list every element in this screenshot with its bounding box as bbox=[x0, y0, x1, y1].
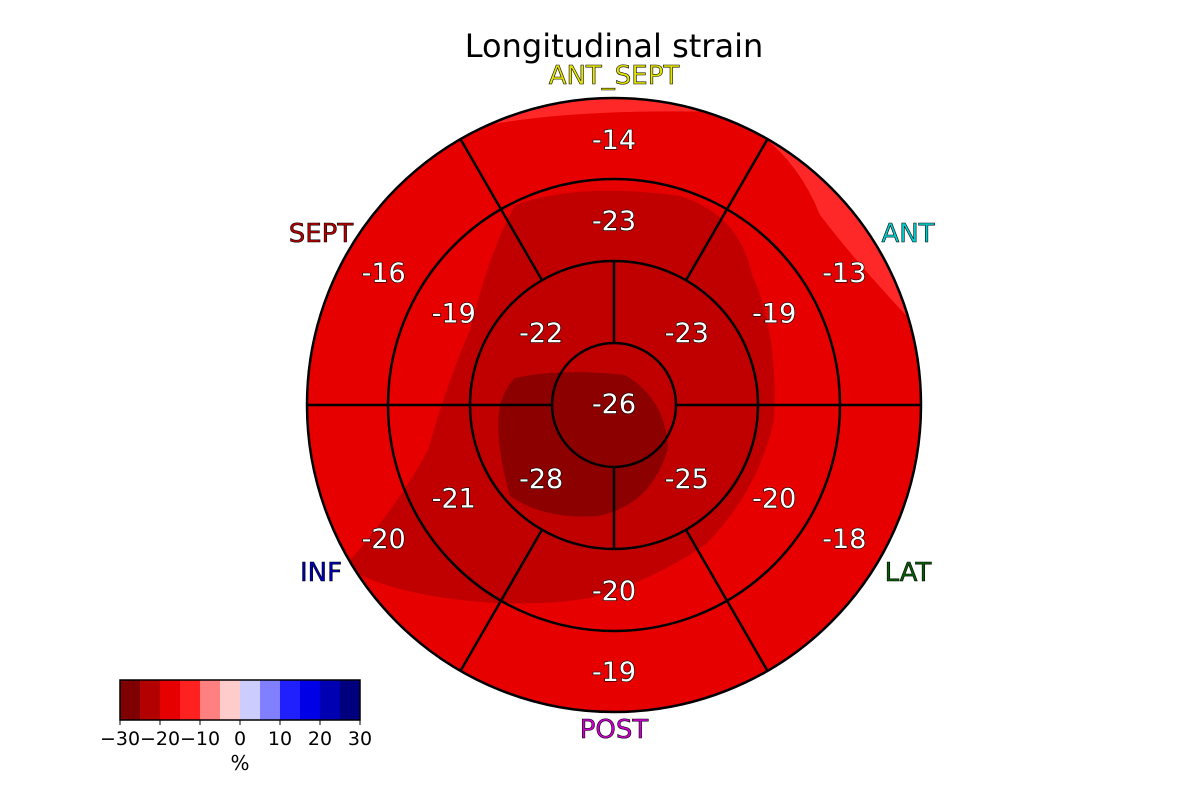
apical-segment-value: -23 bbox=[665, 318, 709, 349]
colorbar-bin bbox=[300, 680, 321, 720]
mid-segment-value: -23 bbox=[592, 206, 636, 237]
colorbar-tick-label: 0 bbox=[234, 728, 246, 750]
apex-value: -26 bbox=[592, 389, 636, 420]
colorbar-bin bbox=[140, 680, 161, 720]
colorbar-bin bbox=[340, 680, 361, 720]
colorbar-bin bbox=[180, 680, 201, 720]
chart-title: Longitudinal strain bbox=[465, 27, 763, 65]
colorbar-tick-label: −10 bbox=[180, 728, 220, 750]
colorbar-bins bbox=[120, 680, 361, 720]
wall-label-post: POST bbox=[580, 715, 649, 745]
spoke-outer-5 bbox=[684, 529, 769, 672]
apical-segment-value: -28 bbox=[519, 464, 563, 495]
wall-labels: ANT_SEPT ANT LAT POST INF SEPT bbox=[288, 61, 935, 746]
wall-label-ant: ANT bbox=[881, 219, 934, 249]
colorbar-tick-label: 30 bbox=[348, 728, 372, 750]
segment-values: -14 -13 -18 -19 -20 -16 -23 -19 -20 -20 -21 -19 -23 -… bbox=[361, 124, 867, 688]
wall-label-ant-sept: ANT_SEPT bbox=[549, 61, 680, 91]
colorbar-bin bbox=[160, 680, 181, 720]
mid-segment-value: -19 bbox=[432, 299, 476, 330]
wall-label-sept: SEPT bbox=[289, 219, 354, 249]
mid-segment-value: -20 bbox=[592, 576, 636, 607]
colorbar-bin bbox=[200, 680, 221, 720]
mid-segment-value: -20 bbox=[752, 484, 796, 515]
basal-segment-value: -19 bbox=[592, 657, 636, 688]
spoke-outer-4 bbox=[459, 529, 544, 672]
heatmap-region-peak bbox=[498, 372, 668, 517]
colorbar-bin bbox=[240, 680, 261, 720]
wall-label-inf: INF bbox=[300, 558, 342, 588]
wall-label-lat: LAT bbox=[885, 558, 932, 588]
basal-segment-value: -20 bbox=[362, 524, 406, 555]
colorbar: −30 −20 −10 0 10 20 30 % bbox=[100, 679, 372, 775]
mid-segment-value: -19 bbox=[752, 299, 796, 330]
basal-segment-value: -14 bbox=[592, 125, 636, 156]
colorbar-tick-label: −20 bbox=[140, 728, 180, 750]
colorbar-ticks: −30 −20 −10 0 10 20 30 bbox=[100, 720, 372, 750]
colorbar-tick-label: 10 bbox=[268, 728, 292, 750]
colorbar-bin bbox=[280, 680, 301, 720]
basal-segment-value: -16 bbox=[362, 258, 406, 289]
mid-segment-value: -21 bbox=[432, 484, 476, 515]
apical-segment-value: -22 bbox=[519, 318, 563, 349]
basal-segment-value: -13 bbox=[822, 258, 866, 289]
basal-segment-value: -18 bbox=[822, 524, 866, 555]
colorbar-tick-label: 20 bbox=[308, 728, 332, 750]
segment-grid bbox=[305, 96, 923, 714]
colorbar-bin bbox=[320, 680, 341, 720]
colorbar-bin bbox=[120, 680, 141, 720]
colorbar-label: % bbox=[230, 751, 249, 775]
apical-segment-value: -25 bbox=[665, 464, 709, 495]
colorbar-tick-label: −30 bbox=[100, 728, 140, 750]
colorbar-bin bbox=[260, 680, 281, 720]
spoke-outer-2 bbox=[459, 138, 544, 281]
spoke-outer-1 bbox=[684, 138, 769, 281]
colorbar-bin bbox=[220, 680, 241, 720]
